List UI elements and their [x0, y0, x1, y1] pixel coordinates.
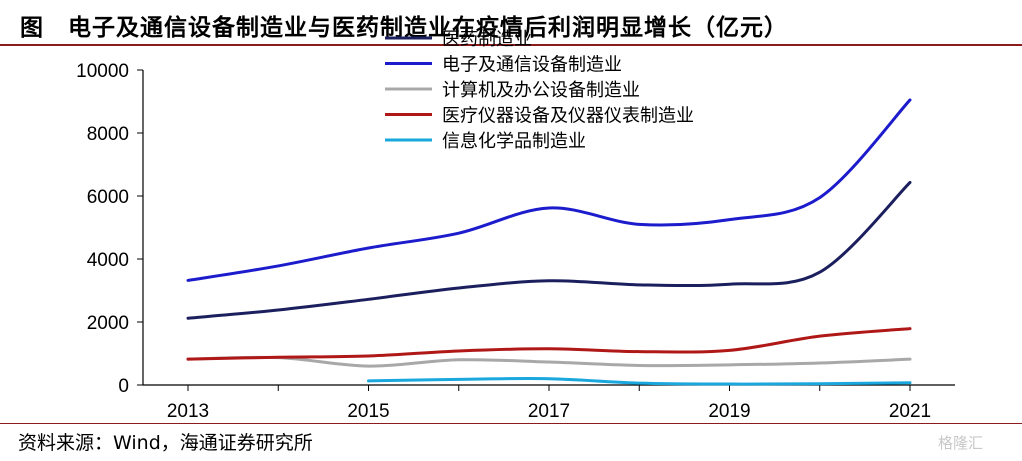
legend-label: 计算机及办公设备制造业 [442, 80, 640, 101]
y-tick-label: 0 [118, 376, 129, 397]
y-tick-label: 8000 [87, 124, 129, 145]
x-tick-label: 2021 [889, 401, 931, 422]
y-tick-label: 6000 [87, 187, 129, 208]
series-line-3 [186, 327, 912, 361]
x-tick-label: 2013 [167, 401, 209, 422]
series-line-1 [186, 98, 912, 282]
x-tick-label: 2017 [528, 401, 570, 422]
y-tick-label: 4000 [87, 250, 129, 271]
series-line-2 [186, 355, 912, 368]
legend-label: 电子及通信设备制造业 [442, 55, 622, 76]
series-line-4 [367, 376, 912, 386]
x-tick-label: 2019 [708, 401, 750, 422]
title-divider [0, 44, 1022, 46]
legend-label: 医药制造业 [442, 29, 532, 50]
y-tick-label: 10000 [76, 61, 129, 82]
legend-label: 医疗仪器设备及仪器仪表制造业 [442, 106, 694, 127]
chart-series [186, 98, 912, 386]
series-line-0 [186, 180, 912, 320]
source-note: 资料来源：Wind，海通证券研究所 [18, 432, 313, 454]
x-tick-label: 2015 [347, 401, 389, 422]
legend-label: 信息化学品制造业 [442, 131, 586, 152]
watermark: 格隆汇 [938, 434, 984, 452]
y-tick-label: 2000 [87, 313, 129, 334]
source-divider [0, 423, 1022, 424]
chart-legend: 医药制造业电子及通信设备制造业计算机及办公设备制造业医疗仪器设备及仪器仪表制造业… [385, 29, 694, 152]
